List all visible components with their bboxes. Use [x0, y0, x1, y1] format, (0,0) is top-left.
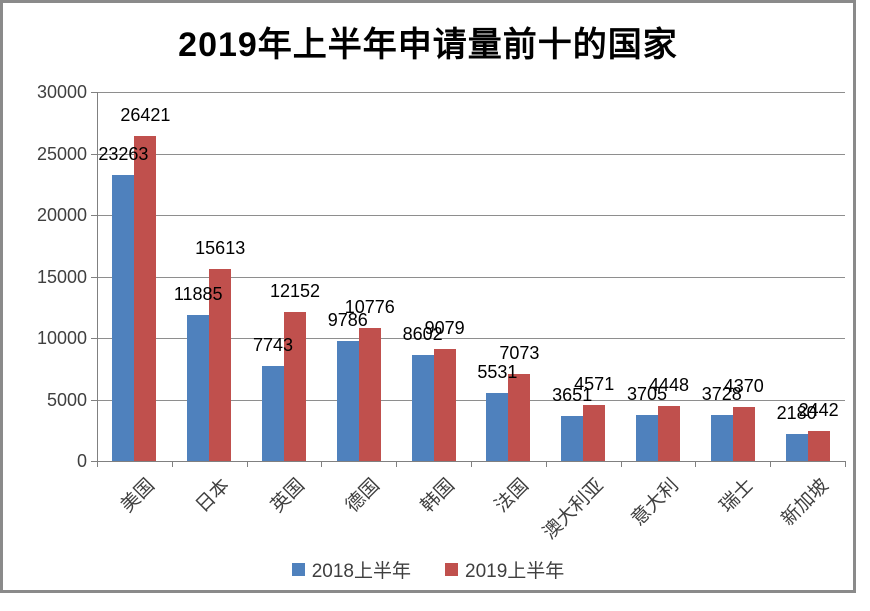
bar-2018上半年	[710, 415, 733, 461]
y-axis-tick	[91, 338, 97, 339]
legend-swatch-icon	[291, 563, 305, 576]
bar-value-label: 7743	[252, 334, 294, 355]
bar-2019上半年	[284, 311, 306, 461]
x-axis-tick	[620, 461, 622, 467]
bar-value-label: 9786	[327, 309, 368, 330]
y-axis-tick	[91, 215, 97, 216]
x-axis-label: 瑞士	[715, 475, 758, 517]
x-axis-tick	[471, 461, 472, 467]
bar-value-label: 23263	[98, 143, 149, 164]
bar-value-label: 10776	[344, 297, 395, 318]
x-axis-tick	[695, 461, 697, 467]
y-axis-label: 20000	[36, 205, 87, 225]
bar-value-label: 4448	[648, 375, 690, 396]
legend-entry: 2019上半年	[445, 556, 564, 583]
x-axis-tick	[545, 461, 547, 467]
y-axis-label: 25000	[36, 143, 87, 164]
bar-value-label: 12152	[269, 280, 321, 301]
x-axis-label: 英国	[267, 475, 309, 517]
bar-2019上半年	[732, 407, 755, 461]
bar-value-label: 7073	[499, 343, 540, 363]
x-axis-tick	[396, 461, 398, 467]
chart-title: 2019年上半年申请量前十的国家	[178, 26, 678, 64]
x-axis-tick	[171, 461, 173, 467]
y-axis-label: 0	[76, 451, 87, 471]
bar-value-label: 3728	[701, 384, 742, 405]
y-axis-line	[97, 92, 98, 462]
x-axis-label: 美国	[117, 475, 160, 517]
x-axis-label: 日本	[192, 475, 235, 517]
x-axis-label: 澳大利亚	[539, 475, 609, 544]
x-axis-tick	[321, 461, 323, 467]
y-gridline	[97, 338, 845, 339]
bar-value-label: 3705	[626, 384, 668, 405]
bar-value-label: 11885	[173, 283, 223, 304]
y-axis-label: 30000	[36, 82, 87, 102]
bar-2018上半年	[636, 415, 658, 461]
y-gridline	[97, 215, 845, 216]
bar-2019上半年	[658, 406, 680, 461]
x-axis-label: 德国	[341, 475, 384, 517]
legend: 2018上半年 2019上半年	[3, 556, 853, 583]
x-axis-tick	[97, 461, 98, 467]
x-axis-label: 新加坡	[777, 475, 833, 531]
x-axis-label: 法国	[491, 475, 534, 517]
bar-value-label: 2180	[776, 403, 817, 424]
y-gridline	[97, 276, 845, 278]
bar-2018上半年	[336, 340, 359, 461]
y-axis-tick	[91, 153, 97, 155]
chart-frame: 2019年上半年申请量前十的国家 2018上半年 2019上半年 0 5000 100…	[0, 0, 856, 593]
legend-swatch-icon	[445, 563, 458, 576]
bar-2019上半年	[433, 349, 456, 461]
y-axis-label: 15000	[36, 266, 87, 287]
y-gridline	[97, 92, 845, 93]
legend-entry: 2018上半年	[291, 556, 411, 583]
x-axis-tick	[246, 461, 248, 467]
x-axis-label: 意大利	[627, 475, 683, 531]
bar-2018上半年	[262, 365, 284, 461]
y-gridline	[97, 399, 845, 401]
bar-value-label: 3651	[552, 385, 593, 406]
bar-value-label: 5531	[477, 361, 518, 382]
bar-value-label: 26421	[120, 105, 171, 126]
y-axis-tick	[91, 276, 97, 278]
bar-value-label: 4370	[723, 376, 764, 397]
bar-value-label: 9079	[424, 318, 465, 339]
x-axis-label: 韩国	[416, 475, 459, 517]
y-axis-label: 5000	[46, 389, 87, 410]
y-axis-tick	[91, 399, 97, 401]
bar-2019上半年	[583, 404, 606, 461]
bar-2018上半年	[411, 355, 434, 461]
bar-2018上半年	[785, 434, 808, 461]
y-axis-tick	[91, 92, 97, 93]
y-axis-label: 10000	[36, 328, 87, 348]
bar-2019上半年	[508, 374, 531, 461]
bar-2019上半年	[209, 268, 232, 461]
y-gridline	[97, 153, 845, 155]
legend-series-label: 2019上半年	[465, 561, 565, 582]
bar-value-label: 2442	[798, 399, 839, 420]
bar-2019上半年	[134, 136, 157, 461]
bar-2019上半年	[358, 328, 381, 461]
x-axis-tick	[770, 461, 772, 467]
bar-2018上半年	[187, 314, 210, 461]
bar-2019上半年	[807, 430, 830, 461]
bar-2018上半年	[561, 416, 584, 461]
y-axis-tick	[91, 461, 97, 462]
bar-2018上半年	[486, 392, 509, 461]
legend-series-label: 2018上半年	[311, 561, 411, 582]
bar-2018上半年	[112, 174, 135, 461]
bar-value-label: 8602	[402, 324, 443, 345]
bar-value-label: 4571	[574, 373, 615, 394]
bar-value-label: 15613	[195, 237, 246, 258]
x-axis-tick	[845, 461, 846, 467]
